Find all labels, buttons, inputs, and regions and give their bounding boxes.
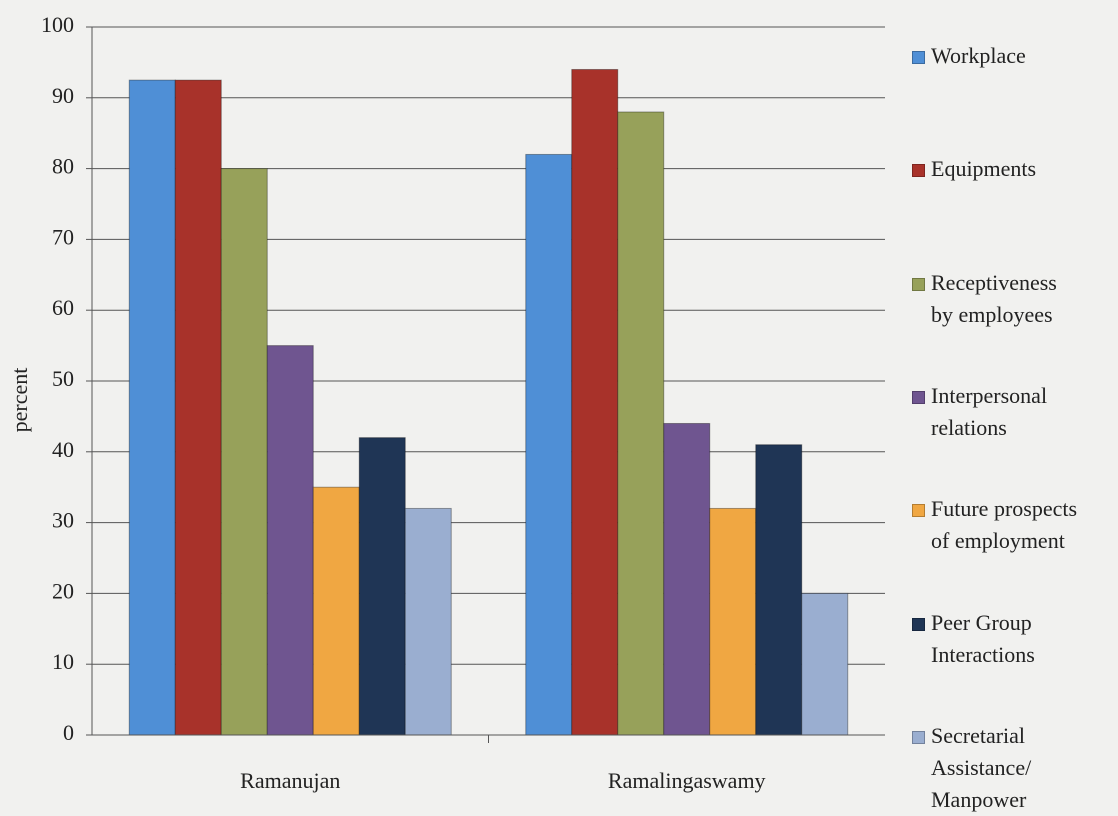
legend-swatch <box>912 390 925 404</box>
bar <box>709 507 757 736</box>
bar <box>220 168 268 736</box>
y-tick-label: 50 <box>52 366 74 391</box>
legend-entry: Receptiveness by employees <box>912 270 1057 331</box>
bar <box>801 592 849 736</box>
legend-entry: Peer Group Interactions <box>912 610 1035 671</box>
bar <box>312 486 360 736</box>
y-tick-label: 40 <box>52 437 74 462</box>
legend-swatch <box>912 504 925 518</box>
y-tick-label: 60 <box>52 295 74 320</box>
legend-label: Secretarial Assistance/ Manpower <box>931 722 1032 812</box>
legend-swatch <box>912 617 925 631</box>
legend-entry: Secretarial Assistance/ Manpower <box>912 723 1031 816</box>
bar <box>358 437 406 736</box>
legend-label: Future prospects of employment <box>931 496 1078 554</box>
legend-entry: Future prospects of employment <box>912 496 1077 557</box>
legend-entry: Interpersonal relations <box>912 383 1047 444</box>
bar <box>755 444 803 736</box>
bar <box>663 422 711 736</box>
legend-label: Peer Group Interactions <box>931 609 1035 667</box>
bar <box>174 79 222 736</box>
legend-entry: Workplace <box>912 43 1026 72</box>
bar <box>404 507 452 736</box>
bar <box>128 79 176 736</box>
bar <box>266 345 314 736</box>
y-tick-label: 80 <box>52 154 74 179</box>
y-axis-label: percent <box>7 368 32 433</box>
legend-swatch <box>912 164 925 178</box>
legend-label: Workplace <box>931 43 1026 68</box>
y-tick-label: 70 <box>52 224 74 249</box>
legend-swatch <box>912 277 925 291</box>
y-tick-label: 90 <box>52 83 74 108</box>
legend-swatch <box>912 730 925 744</box>
legend-label: Receptiveness by employees <box>931 269 1057 327</box>
x-tick-label: Ramalingaswamy <box>608 768 766 793</box>
y-tick-label: 20 <box>52 578 74 603</box>
legend-label: Equipments <box>931 156 1037 182</box>
legend-swatch <box>912 51 925 64</box>
y-tick-label: 30 <box>52 508 74 533</box>
y-tick-label: 0 <box>63 720 74 745</box>
bar <box>617 111 665 736</box>
legend-entry: Equipments <box>912 156 1036 185</box>
bar <box>571 68 619 736</box>
bar <box>525 153 573 736</box>
y-tick-label: 10 <box>52 649 74 674</box>
x-tick-label: Ramanujan <box>240 768 340 793</box>
y-tick-label: 100 <box>41 12 74 37</box>
legend-label: Interpersonal relations <box>931 382 1048 440</box>
